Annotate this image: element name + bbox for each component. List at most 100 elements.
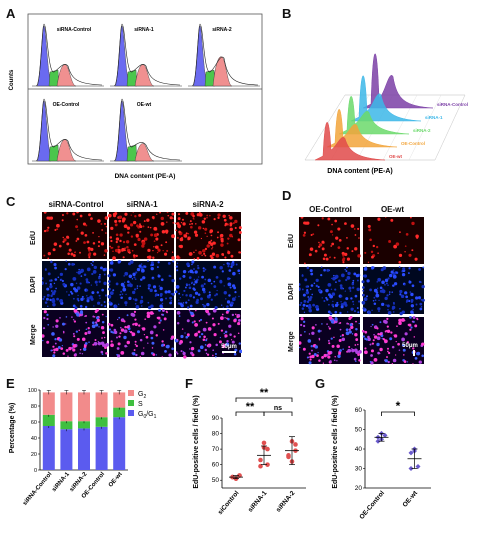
cell-nucleus: [108, 328, 112, 331]
panel-c-col-1: siRNA-1: [126, 200, 158, 209]
panel-c-image-grid: [42, 212, 242, 359]
cell-nucleus: [104, 216, 109, 220]
cell-nucleus: [159, 319, 162, 322]
cell-nucleus: [189, 341, 192, 344]
cell-nucleus: [227, 277, 230, 281]
cell-nucleus: [193, 257, 196, 260]
cell-nucleus: [313, 352, 317, 356]
cell-nucleus: [119, 233, 123, 237]
cell-nucleus: [47, 323, 50, 326]
cell-nucleus: [160, 344, 164, 347]
cell-nucleus: [391, 307, 395, 310]
panel-e-ytick-label: 100: [28, 388, 37, 394]
cell-nucleus: [157, 261, 160, 264]
cell-nucleus: [126, 340, 130, 345]
cell-nucleus: [143, 334, 146, 336]
cell-nucleus: [358, 350, 362, 354]
cell-nucleus: [53, 263, 57, 267]
panel-g-point: [415, 464, 421, 470]
cell-nucleus: [159, 298, 164, 302]
bar-s-sirna-1: [60, 421, 73, 430]
cell-nucleus: [213, 333, 217, 337]
cell-nucleus: [338, 238, 342, 242]
cell-nucleus: [79, 304, 83, 308]
cell-nucleus: [349, 315, 353, 319]
cell-nucleus: [227, 265, 230, 268]
cell-nucleus: [143, 265, 146, 268]
cell-nucleus: [349, 323, 353, 327]
cell-nucleus: [128, 274, 133, 279]
panel-c-col-0: siRNA-Control: [48, 200, 104, 209]
cell-nucleus: [78, 329, 80, 332]
cell-nucleus: [98, 294, 101, 297]
cell-nucleus: [401, 343, 405, 347]
cell-nucleus: [95, 323, 99, 327]
cell-nucleus: [234, 219, 238, 224]
cell-nucleus: [177, 213, 181, 216]
cell-nucleus: [147, 301, 150, 304]
cell-nucleus: [91, 291, 95, 295]
cell-nucleus: [341, 337, 346, 342]
cell-nucleus: [386, 347, 390, 350]
cell-nucleus: [153, 325, 157, 329]
cell-nucleus: [50, 290, 53, 292]
cell-nucleus: [305, 291, 309, 295]
cell-nucleus: [158, 321, 161, 324]
cell-nucleus: [219, 233, 224, 238]
cell-nucleus: [351, 333, 354, 335]
cell-nucleus: [171, 212, 175, 216]
panel-d-row-2: Merge: [288, 331, 295, 352]
cell-nucleus: [404, 291, 408, 295]
cell-nucleus: [353, 310, 357, 313]
cell-nucleus: [84, 331, 88, 335]
cell-nucleus: [104, 346, 107, 349]
cell-nucleus: [317, 351, 319, 354]
cell-nucleus: [101, 229, 104, 231]
cell-nucleus: [174, 290, 178, 294]
cell-nucleus: [207, 345, 211, 348]
cell-nucleus: [147, 283, 151, 288]
cell-nucleus: [97, 240, 101, 244]
cell-nucleus: [136, 267, 141, 272]
bar-g0g1-oe-wt: [113, 417, 126, 470]
cell-nucleus: [302, 320, 306, 323]
cell-nucleus: [198, 335, 202, 338]
cell-nucleus: [321, 217, 324, 220]
cell-nucleus: [238, 226, 242, 230]
cell-nucleus: [187, 299, 190, 302]
cell-nucleus: [214, 352, 217, 355]
cell-nucleus: [105, 315, 107, 318]
cell-nucleus: [132, 212, 134, 213]
cell-nucleus: [189, 304, 193, 308]
cell-nucleus: [178, 245, 182, 248]
cell-nucleus: [228, 269, 232, 272]
bar-g0g1-sirna-control: [42, 426, 55, 470]
cell-nucleus: [344, 222, 347, 225]
cell-nucleus: [237, 269, 241, 273]
cell-nucleus: [228, 294, 231, 297]
cell-nucleus: [82, 222, 86, 226]
cell-nucleus: [383, 319, 387, 324]
cell-nucleus: [369, 238, 372, 242]
cell-nucleus: [168, 353, 172, 357]
cell-nucleus: [323, 300, 326, 303]
panel-b-floor-grid: [304, 94, 346, 161]
cell-nucleus: [83, 297, 85, 300]
cell-nucleus: [151, 347, 154, 349]
panel-g-point: [408, 450, 414, 456]
cell-nucleus: [139, 225, 143, 229]
cell-nucleus: [157, 266, 159, 268]
cell-nucleus: [197, 330, 201, 334]
cell-nucleus: [322, 362, 325, 364]
cell-nucleus: [300, 301, 303, 304]
cell-nucleus: [412, 316, 416, 319]
cell-nucleus: [175, 284, 180, 289]
cell-nucleus: [363, 297, 368, 302]
cell-nucleus: [221, 304, 223, 306]
cell-nucleus: [340, 286, 343, 290]
cell-nucleus: [189, 348, 191, 350]
cell-nucleus: [150, 233, 154, 237]
cell-nucleus: [54, 342, 57, 345]
cell-nucleus: [374, 325, 378, 329]
panel-d-image-grid: [299, 217, 425, 365]
